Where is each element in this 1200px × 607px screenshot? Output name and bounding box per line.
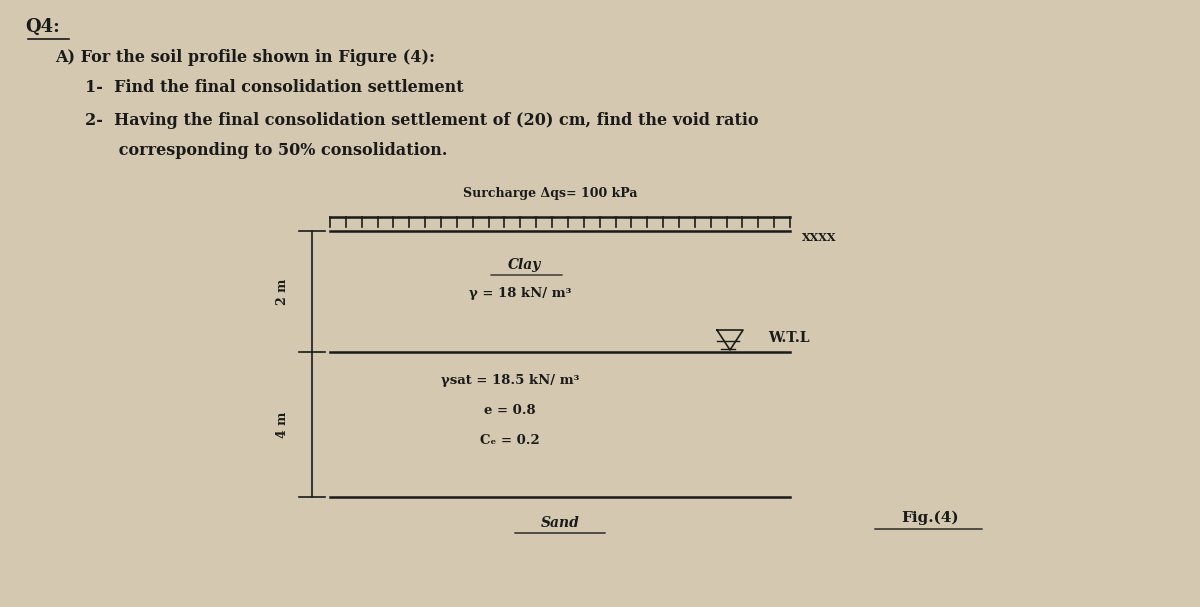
Text: Surcharge Δqs= 100 kPa: Surcharge Δqs= 100 kPa xyxy=(463,187,637,200)
Text: 1-  Find the final consolidation settlement: 1- Find the final consolidation settleme… xyxy=(85,79,463,96)
Text: γ = 18 kN/ m³: γ = 18 kN/ m³ xyxy=(469,287,571,300)
Text: corresponding to 50% consolidation.: corresponding to 50% consolidation. xyxy=(85,142,448,159)
Text: 2 m: 2 m xyxy=(276,279,288,305)
Text: Sand: Sand xyxy=(540,516,580,530)
Text: W.T.L: W.T.L xyxy=(768,331,810,345)
Text: 2-  Having the final consolidation settlement of (20) cm, find the void ratio: 2- Having the final consolidation settle… xyxy=(85,112,758,129)
Text: γsat = 18.5 kN/ m³: γsat = 18.5 kN/ m³ xyxy=(440,374,580,387)
Text: Cₑ = 0.2: Cₑ = 0.2 xyxy=(480,434,540,447)
Text: Q4:: Q4: xyxy=(25,18,60,36)
Text: A) For the soil profile shown in Figure (4):: A) For the soil profile shown in Figure … xyxy=(55,49,436,66)
Text: Clay: Clay xyxy=(509,258,541,272)
Text: Fig.(4): Fig.(4) xyxy=(901,510,959,525)
Text: 4 m: 4 m xyxy=(276,412,288,438)
Text: e = 0.8: e = 0.8 xyxy=(484,404,536,417)
Text: XXXX: XXXX xyxy=(802,231,836,243)
